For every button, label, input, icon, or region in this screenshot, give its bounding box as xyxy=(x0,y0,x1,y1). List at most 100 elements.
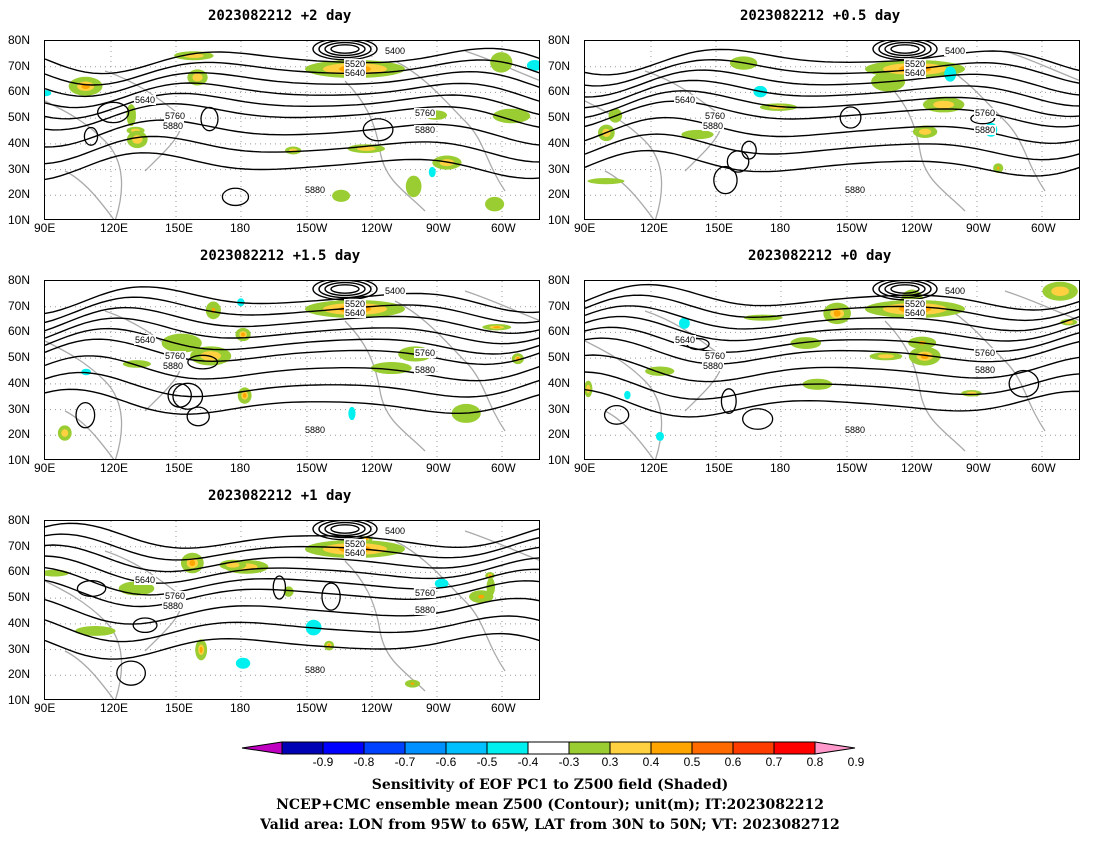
contour-label: 5880 xyxy=(975,365,995,375)
lon-tick-label: 120E xyxy=(100,701,129,715)
lat-tick-label: 60N xyxy=(8,84,31,99)
contour-label: 5640 xyxy=(675,335,695,345)
lon-tick-label: 60W xyxy=(1031,221,1056,235)
contour-label: 5760 xyxy=(975,108,995,118)
contour-label: 5760 xyxy=(705,351,725,361)
panel-title-plus1-day: 2023082212 +1 day xyxy=(208,488,352,504)
lat-tick-label: 60N xyxy=(548,84,571,99)
contour-label: 5520 xyxy=(905,59,925,69)
colorbar-tick-label: 0.9 xyxy=(847,755,865,769)
contour-label: 5880 xyxy=(703,361,723,371)
lon-tick-label: 180 xyxy=(230,461,251,475)
colorbar-tick-label: 0.4 xyxy=(642,755,660,769)
contour-label: 5640 xyxy=(345,68,365,78)
lon-tick-label: 90E xyxy=(34,701,56,715)
panel-title-plus0-day: 2023082212 +0 day xyxy=(748,248,892,264)
lon-tick-label: 150W xyxy=(296,701,328,715)
lat-tick-label: 30N xyxy=(8,161,31,176)
lat-tick-label: 80N xyxy=(548,273,571,287)
lat-tick-label: 40N xyxy=(548,135,571,150)
contour-label: 5880 xyxy=(845,425,865,435)
map-panel-plus0-5-day: 5400 5520 5640 5760 5880 5640 5760 5880 5880 xyxy=(584,40,1080,220)
lon-tick-label: 90W xyxy=(426,701,451,715)
lon-tick-label: 90W xyxy=(426,221,451,235)
lon-tick-label: 150E xyxy=(705,221,734,235)
lon-tick-label: 180 xyxy=(770,461,791,475)
lat-tick-label: 10N xyxy=(548,213,571,227)
lat-tick-label: 30N xyxy=(8,401,31,416)
lat-tick-label: 50N xyxy=(8,110,31,125)
lon-tick-label: 120W xyxy=(901,461,933,475)
contour-label: 5880 xyxy=(975,125,995,135)
caption-line-3: Valid area: LON from 95W to 65W, LAT fro… xyxy=(260,817,840,833)
contour-label: 5880 xyxy=(305,665,325,675)
lon-tick-label: 150W xyxy=(836,221,868,235)
lon-tick-label: 120W xyxy=(361,221,393,235)
lat-tick-label: 70N xyxy=(8,58,31,73)
lon-tick-label: 90W xyxy=(966,461,991,475)
lon-tick-label: 120E xyxy=(640,221,669,235)
colorbar-tick-label: 0.7 xyxy=(765,755,783,769)
contour-label: 5760 xyxy=(165,591,185,601)
map-panel-plus2-day: 5400 5520 5640 5760 5880 5640 5760 5880 5880 xyxy=(44,40,540,220)
lat-tick-label: 40N xyxy=(8,375,31,390)
contour-label: 5520 xyxy=(345,299,365,309)
lon-tick-label: 150W xyxy=(836,461,868,475)
contour-label: 5640 xyxy=(345,548,365,558)
panel-title-plus0-5-day: 2023082212 +0.5 day xyxy=(740,8,901,24)
lat-tick-label: 20N xyxy=(8,427,31,442)
lon-tick-label: 90W xyxy=(966,221,991,235)
lat-tick-label: 30N xyxy=(548,161,571,176)
contour-label: 5640 xyxy=(135,335,155,345)
lat-tick-label: 10N xyxy=(8,213,31,227)
colorbar xyxy=(241,741,856,755)
lon-tick-label: 150W xyxy=(296,221,328,235)
contour-label: 5760 xyxy=(165,351,185,361)
contour-label: 5760 xyxy=(165,111,185,121)
lon-tick-label: 180 xyxy=(770,221,791,235)
lat-tick-label: 10N xyxy=(8,453,31,467)
contour-label: 5640 xyxy=(345,308,365,318)
lon-tick-label: 120E xyxy=(100,221,129,235)
contour-label: 5400 xyxy=(945,286,965,296)
lat-tick-label: 70N xyxy=(8,298,31,313)
lat-tick-label: 20N xyxy=(548,187,571,202)
colorbar-tick-label: -0.5 xyxy=(476,755,498,769)
colorbar-tick-label: 0.5 xyxy=(683,755,701,769)
lat-tick-label: 50N xyxy=(8,590,31,605)
contour-label: 5400 xyxy=(945,46,965,56)
lon-tick-label: 150E xyxy=(705,461,734,475)
contour-label: 5640 xyxy=(135,575,155,585)
panel-title-plus1-5-day: 2023082212 +1.5 day xyxy=(200,248,361,264)
contour-label: 5520 xyxy=(345,59,365,69)
map-panel-plus0-day: 5400 5520 5640 5760 5880 5640 5760 5880 5880 xyxy=(584,280,1080,460)
colorbar-tick-label: 0.6 xyxy=(724,755,742,769)
lon-tick-label: 60W xyxy=(1031,461,1056,475)
lon-tick-label: 120W xyxy=(361,461,393,475)
lon-tick-label: 180 xyxy=(230,221,251,235)
lat-tick-label: 30N xyxy=(548,401,571,416)
lat-tick-label: 50N xyxy=(8,350,31,365)
contour-label: 5400 xyxy=(385,526,405,536)
lat-tick-label: 20N xyxy=(8,187,31,202)
lat-tick-label: 50N xyxy=(548,350,571,365)
colorbar-tick-label: 0.8 xyxy=(806,755,824,769)
lat-tick-label: 70N xyxy=(8,538,31,553)
colorbar-tick-label: 0.3 xyxy=(601,755,619,769)
contour-label: 5880 xyxy=(415,125,435,135)
contour-label: 5520 xyxy=(345,539,365,549)
lat-tick-label: 40N xyxy=(548,375,571,390)
contour-label: 5880 xyxy=(415,605,435,615)
contour-label: 5880 xyxy=(703,121,723,131)
lat-tick-label: 10N xyxy=(548,453,571,467)
colorbar-tick-label: -0.4 xyxy=(517,755,539,769)
contour-label: 5520 xyxy=(905,299,925,309)
panel-title-plus2-day: 2023082212 +2 day xyxy=(208,8,352,24)
lon-tick-label: 90E xyxy=(574,461,596,475)
contour-label: 5880 xyxy=(305,185,325,195)
lat-tick-label: 20N xyxy=(8,667,31,682)
lat-tick-label: 40N xyxy=(8,615,31,630)
colorbar-tick-label: -0.3 xyxy=(558,755,580,769)
lon-tick-label: 150W xyxy=(296,461,328,475)
lat-tick-label: 80N xyxy=(8,513,31,527)
